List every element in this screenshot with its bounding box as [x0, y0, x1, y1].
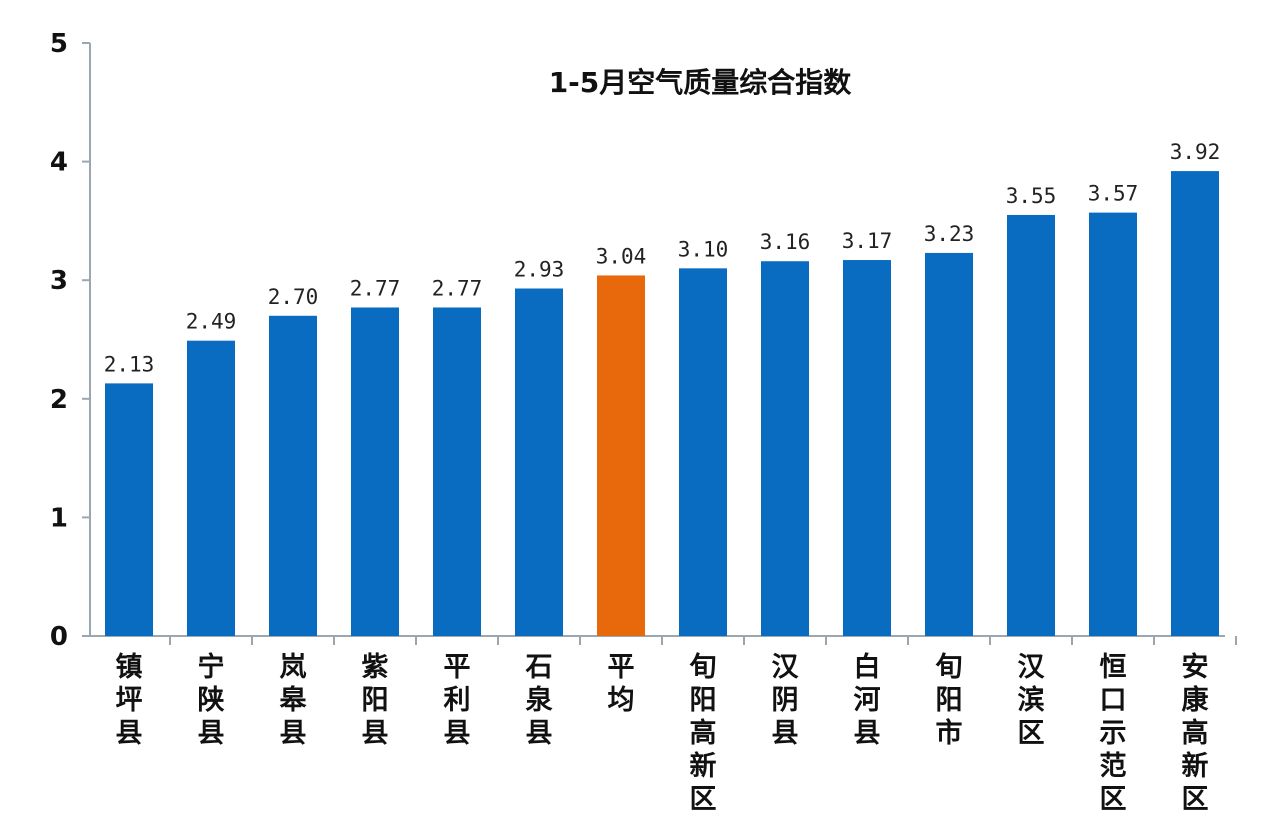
x-tick-label: 紫阳县 — [362, 652, 389, 749]
data-label: 2.77 — [350, 276, 401, 300]
x-tick-labels: 镇坪县 宁陕县 岚皋县 紫阳县 平利县 石泉县 平均 旬阳高新区 汉阴县 白河县 旬阳市 汉滨区 恒口示… — [116, 651, 1210, 815]
data-label: 2.70 — [268, 285, 319, 309]
bar — [679, 268, 727, 636]
data-label: 3.57 — [1088, 182, 1139, 206]
bar — [1007, 214, 1055, 636]
data-label: 3.55 — [1006, 184, 1057, 208]
x-tick-label: 平利县 — [444, 652, 471, 749]
data-label: 2.77 — [432, 276, 483, 300]
data-label: 3.16 — [760, 230, 811, 254]
x-tick-label: 安康高新区 — [1182, 652, 1210, 814]
x-tick-label: 旬阳市 — [935, 652, 963, 749]
x-tick-label: 镇坪县 — [116, 652, 143, 749]
data-label: 2.13 — [104, 352, 155, 376]
y-tick-label: 4 — [50, 148, 68, 178]
data-label: 2.49 — [186, 310, 237, 334]
x-tick-label: 白河县 — [854, 651, 881, 749]
y-tick-label: 2 — [50, 385, 68, 415]
x-axis — [90, 635, 1237, 645]
data-label: 3.23 — [924, 222, 975, 246]
chart-title: 1-5月空气质量综合指数 — [549, 66, 853, 99]
x-tick-label: 恒口示范区 — [1100, 652, 1127, 814]
x-tick-label: 石泉县 — [525, 652, 554, 749]
bars — [105, 171, 1219, 636]
bar — [105, 383, 153, 636]
bar — [515, 288, 563, 636]
data-label: 3.92 — [1170, 140, 1221, 164]
x-tick-label: 汉阴县 — [772, 652, 800, 749]
y-tick-label: 5 — [50, 29, 68, 59]
data-labels: 2.13 2.49 2.70 2.77 2.77 2.93 3.04 3.10 3.16 3.17… — [104, 140, 1221, 376]
y-tick-label: 1 — [50, 503, 68, 533]
data-label: 3.04 — [596, 244, 647, 268]
bar — [1089, 212, 1137, 636]
data-label: 3.17 — [842, 229, 893, 253]
x-tick-label: 岚皋县 — [280, 652, 308, 749]
y-tick-label: 0 — [50, 622, 68, 652]
bar — [925, 252, 973, 636]
y-tick-label: 3 — [50, 266, 68, 296]
bar — [843, 260, 891, 636]
x-tick-label: 旬阳高新区 — [689, 652, 717, 814]
bar — [1171, 171, 1219, 636]
bar — [433, 307, 481, 636]
bar — [351, 307, 399, 636]
bar — [187, 340, 235, 636]
bar — [761, 261, 809, 636]
data-label: 2.93 — [514, 258, 565, 282]
x-tick-label: 宁陕县 — [198, 651, 225, 749]
y-axis: 0 1 2 3 4 5 — [50, 29, 91, 652]
x-tick-label: 平均 — [608, 652, 635, 716]
data-label: 3.10 — [678, 237, 729, 261]
bar — [269, 315, 317, 636]
x-tick-label: 汉滨区 — [1018, 652, 1046, 749]
bar — [597, 275, 645, 636]
